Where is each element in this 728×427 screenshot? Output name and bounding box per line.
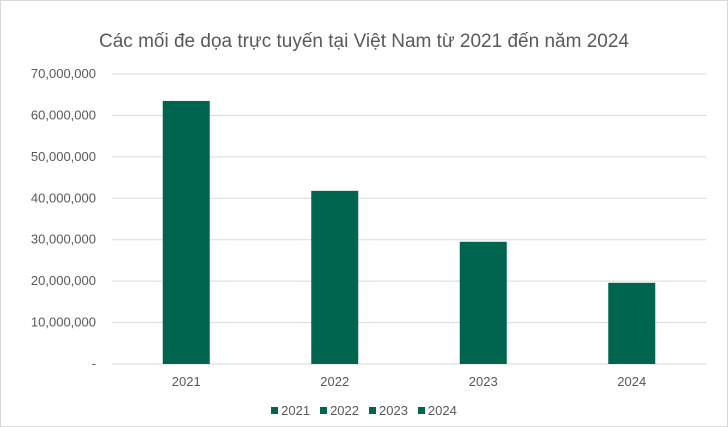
bar-2023 — [459, 241, 507, 364]
x-tick-label: 2024 — [617, 374, 646, 389]
y-tick-label: 30,000,000 — [31, 232, 96, 247]
y-tick-label: 40,000,000 — [31, 190, 96, 205]
y-tick-label: 70,000,000 — [31, 66, 96, 81]
legend-item: 2022 — [320, 403, 359, 418]
y-tick-label: - — [92, 356, 96, 371]
legend-swatch — [417, 407, 425, 414]
legend: 2021 2022 2023 2024 — [0, 403, 728, 418]
legend-label: 2022 — [330, 403, 359, 418]
y-tick-label: 60,000,000 — [31, 107, 96, 122]
chart-title: Các mối đe dọa trực tuyến tại Việt Nam t… — [99, 31, 629, 52]
legend-swatch — [369, 407, 376, 414]
legend-item: 2024 — [417, 403, 457, 418]
x-tick-label: 2021 — [172, 374, 201, 389]
legend-label: 2024 — [427, 403, 457, 418]
legend-swatch — [271, 407, 279, 414]
x-tick-label: 2023 — [469, 374, 498, 389]
legend-label: 2023 — [379, 403, 408, 418]
legend-item: 2021 — [271, 403, 310, 418]
bar-2021 — [162, 100, 210, 364]
bar-2022 — [311, 190, 359, 364]
legend-label: 2021 — [281, 403, 311, 418]
legend-item: 2023 — [369, 403, 408, 418]
bar-2024 — [608, 282, 656, 364]
y-tick-label: 50,000,000 — [31, 149, 96, 164]
y-tick-label: 20,000,000 — [31, 273, 96, 288]
x-tick-label: 2022 — [320, 374, 349, 389]
legend-swatch — [320, 407, 328, 414]
y-tick-label: 10,000,000 — [31, 315, 96, 330]
